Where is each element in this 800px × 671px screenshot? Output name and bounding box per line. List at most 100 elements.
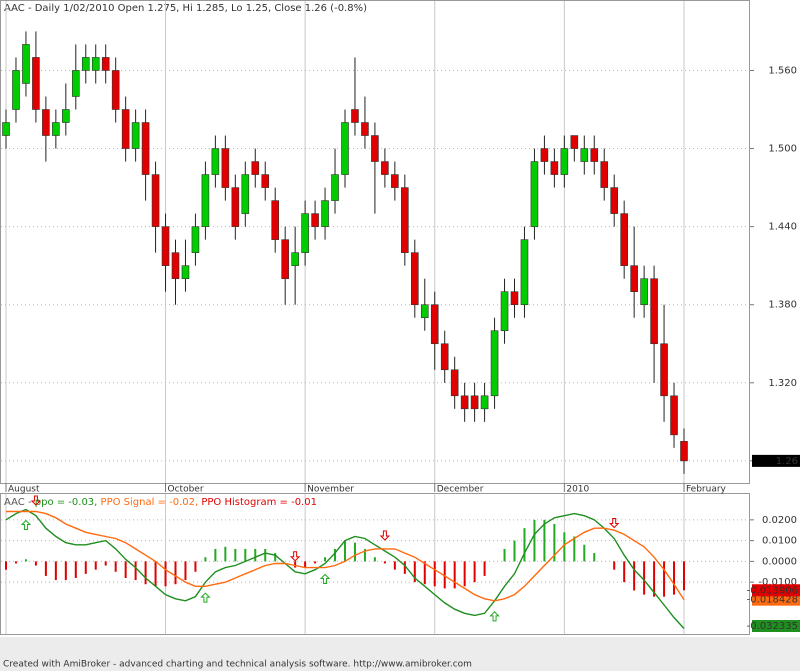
candle-body: [351, 109, 359, 123]
last-value-label: -0.018428: [747, 595, 798, 606]
candle-body: [81, 57, 90, 71]
y-tick-label: 0.0100: [762, 536, 797, 547]
x-tick-label: November: [307, 485, 354, 495]
candle-body: [271, 200, 280, 240]
candle-body: [470, 395, 479, 410]
legend-entry: ppo = -0.03,: [35, 497, 98, 508]
candle-body: [291, 252, 299, 266]
buy-arrow: [319, 573, 331, 584]
y-tick-label: 1.500: [768, 144, 797, 155]
candle-body: [660, 343, 668, 397]
candle-body: [71, 70, 80, 97]
sell-arrow: [289, 551, 301, 562]
candle-body: [301, 213, 309, 253]
candle-body: [311, 213, 319, 227]
candle-body: [401, 187, 409, 253]
candle-body: [420, 304, 429, 319]
candle-body: [181, 265, 190, 279]
candle-body: [191, 226, 200, 253]
candle-body: [161, 226, 170, 266]
candle-body: [241, 174, 250, 214]
buy-arrow: [489, 611, 500, 622]
candle-body: [32, 57, 40, 110]
candle-body: [2, 122, 10, 136]
y-tick-label: 1.320: [768, 378, 797, 389]
candle-body: [151, 174, 160, 227]
candle-body: [261, 174, 270, 188]
candle-body: [111, 70, 120, 110]
candle-body: [580, 148, 589, 162]
candle-body: [510, 291, 519, 306]
candle-body: [460, 395, 469, 410]
candle-body: [371, 135, 379, 162]
candle-body: [490, 330, 499, 397]
x-tick-label: December: [437, 485, 484, 495]
candle-body: [211, 148, 220, 175]
indicator-legend: AAC - ppo = -0.03, PPO Signal = -0.02, P…: [4, 497, 317, 508]
legend-entry: PPO Histogram = -0.01: [201, 497, 317, 508]
candle-body: [520, 239, 529, 306]
candle-body: [91, 57, 100, 71]
candle-body: [610, 187, 619, 214]
candle-body: [331, 174, 339, 201]
last-value-label: -0.013906: [747, 585, 798, 596]
candle-body: [560, 148, 569, 175]
buy-arrow: [20, 519, 32, 530]
last-value-label-box: [752, 593, 800, 606]
candle-body: [221, 148, 230, 188]
candle-body: [391, 174, 399, 188]
x-tick-label: October: [168, 485, 204, 495]
chart-title: AAC - Daily 1/02/2010 Open 1.275, Hi 1.2…: [4, 3, 367, 14]
candle-body: [251, 161, 260, 175]
candle-body: [341, 122, 349, 175]
candle-body: [570, 135, 579, 149]
candle-body: [670, 395, 678, 436]
last-value-label: -0.032335: [747, 621, 798, 632]
candle-body: [231, 187, 240, 227]
candle-body: [361, 122, 369, 136]
candle-body: [530, 161, 539, 227]
y-tick-label: 1.560: [768, 65, 797, 76]
x-tick-label: 2010: [566, 485, 589, 495]
candle-body: [430, 304, 439, 345]
candle-body: [12, 70, 20, 110]
candle-body: [410, 252, 419, 306]
x-tick-label: August: [8, 485, 40, 495]
x-tick-label: February: [686, 485, 727, 495]
sell-arrow: [30, 495, 42, 506]
candle-body: [450, 369, 459, 397]
candle-body: [630, 265, 638, 292]
y-tick-label: -0.0100: [758, 577, 797, 588]
candle-body: [141, 122, 150, 175]
candle-body: [620, 213, 628, 266]
indicator-title: AAC -: [4, 497, 32, 508]
candle-body: [650, 278, 658, 345]
candle-body: [440, 343, 449, 371]
indicator-panel-frame: [0, 493, 750, 635]
candle-body: [680, 441, 688, 462]
candle-body: [281, 239, 289, 279]
candle-body: [540, 148, 549, 162]
candle-body: [201, 174, 210, 227]
buy-arrow: [200, 592, 211, 603]
sell-arrow: [608, 518, 620, 529]
candle-body: [101, 57, 110, 71]
candle-body: [42, 109, 50, 136]
y-tick-label: 1.380: [768, 300, 797, 311]
last-value-label-box: [752, 620, 800, 632]
candle-body: [550, 161, 559, 175]
candle-body: [381, 161, 389, 175]
price-panel-frame: [0, 0, 750, 484]
indicator-line: [6, 510, 685, 602]
candle-body: [600, 161, 609, 188]
candle-body: [500, 291, 509, 332]
y-tick-label: 0.0200: [762, 515, 797, 526]
y-tick-label: 0.0000: [762, 556, 797, 567]
candle-body: [321, 200, 329, 227]
candle-body: [22, 44, 30, 84]
candle-body: [52, 122, 60, 136]
footer: Created with AmiBroker - advanced charti…: [3, 660, 472, 670]
candle-body: [590, 148, 599, 162]
